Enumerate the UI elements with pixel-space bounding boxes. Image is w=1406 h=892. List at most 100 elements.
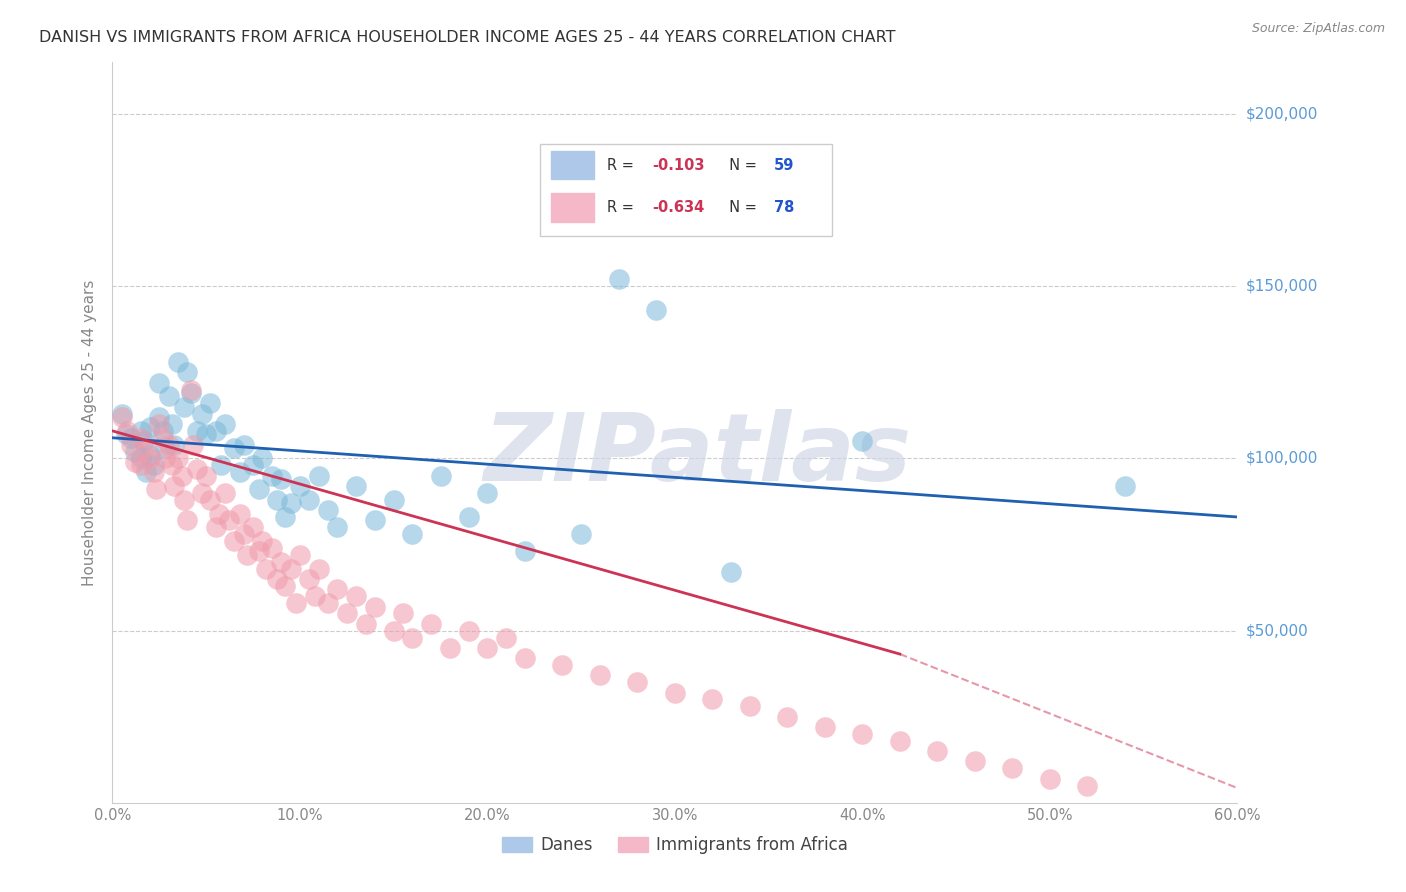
Text: R =: R = xyxy=(607,158,638,173)
Point xyxy=(145,483,167,497)
Point xyxy=(280,496,302,510)
Point xyxy=(288,479,311,493)
Point xyxy=(152,431,174,445)
Point xyxy=(664,685,686,699)
Text: ZIPatlas: ZIPatlas xyxy=(484,409,911,500)
Point xyxy=(513,651,536,665)
Point xyxy=(607,272,630,286)
Point xyxy=(163,438,186,452)
Point xyxy=(252,451,274,466)
Point xyxy=(181,438,204,452)
Point xyxy=(224,441,246,455)
Point xyxy=(124,444,146,458)
Point xyxy=(148,376,170,390)
Text: N =: N = xyxy=(720,200,762,215)
Text: R =: R = xyxy=(607,200,638,215)
Text: $50,000: $50,000 xyxy=(1246,624,1309,638)
Point xyxy=(270,555,292,569)
Point xyxy=(148,410,170,425)
Point xyxy=(326,582,349,597)
Point xyxy=(280,561,302,575)
Point xyxy=(298,572,321,586)
Point xyxy=(298,492,321,507)
Point xyxy=(162,417,184,431)
Point xyxy=(738,699,761,714)
Point xyxy=(242,520,264,534)
Point xyxy=(420,616,443,631)
Point xyxy=(851,727,873,741)
Point xyxy=(344,479,367,493)
Point xyxy=(569,527,592,541)
Text: Source: ZipAtlas.com: Source: ZipAtlas.com xyxy=(1251,22,1385,36)
Point xyxy=(401,527,423,541)
Point xyxy=(173,400,195,414)
Point xyxy=(153,451,176,466)
Point xyxy=(260,541,283,555)
Text: -0.103: -0.103 xyxy=(652,158,704,173)
Text: -0.634: -0.634 xyxy=(652,200,704,215)
Point xyxy=(702,692,724,706)
Point xyxy=(266,572,288,586)
Point xyxy=(316,596,339,610)
Point xyxy=(260,468,283,483)
Point xyxy=(247,483,270,497)
Point xyxy=(1114,479,1136,493)
Point xyxy=(195,468,218,483)
Point xyxy=(645,303,668,318)
Point xyxy=(152,424,174,438)
Point xyxy=(214,417,236,431)
Text: 59: 59 xyxy=(773,158,794,173)
Point xyxy=(204,424,226,438)
Point xyxy=(382,624,405,638)
Point xyxy=(139,451,162,466)
Text: DANISH VS IMMIGRANTS FROM AFRICA HOUSEHOLDER INCOME AGES 25 - 44 YEARS CORRELATI: DANISH VS IMMIGRANTS FROM AFRICA HOUSEHO… xyxy=(39,29,896,45)
Point xyxy=(364,513,387,527)
Point xyxy=(266,492,288,507)
Point xyxy=(129,431,152,445)
Point xyxy=(120,431,142,445)
Text: $150,000: $150,000 xyxy=(1246,279,1317,293)
Point xyxy=(135,465,157,479)
Text: $200,000: $200,000 xyxy=(1246,106,1317,121)
Point xyxy=(229,507,252,521)
Point xyxy=(851,434,873,449)
Point xyxy=(191,407,214,421)
Point xyxy=(270,472,292,486)
Point xyxy=(114,427,136,442)
Point xyxy=(139,420,162,434)
Point xyxy=(157,389,180,403)
Point xyxy=(111,410,134,425)
Point xyxy=(364,599,387,614)
Point xyxy=(186,462,208,476)
Point xyxy=(247,544,270,558)
Point xyxy=(224,534,246,549)
Point xyxy=(392,607,415,621)
Point xyxy=(382,492,405,507)
Point xyxy=(139,448,162,462)
Point xyxy=(208,507,231,521)
Legend: Danes, Immigrants from Africa: Danes, Immigrants from Africa xyxy=(495,830,855,861)
Point xyxy=(229,465,252,479)
Point xyxy=(170,468,193,483)
Point xyxy=(889,734,911,748)
Point xyxy=(129,424,152,438)
Point xyxy=(124,455,146,469)
Point xyxy=(439,640,461,655)
Point xyxy=(129,451,152,466)
Point xyxy=(167,355,190,369)
Point xyxy=(232,527,254,541)
Point xyxy=(142,465,165,479)
Text: N =: N = xyxy=(720,158,762,173)
Point xyxy=(209,458,232,473)
Point xyxy=(429,468,451,483)
Point xyxy=(163,479,186,493)
Point xyxy=(316,503,339,517)
Point xyxy=(195,427,218,442)
Point xyxy=(186,424,208,438)
Text: 78: 78 xyxy=(773,200,794,215)
Bar xyxy=(551,152,593,179)
Point xyxy=(344,589,367,603)
Point xyxy=(308,561,330,575)
Point xyxy=(153,441,176,455)
Point xyxy=(129,458,152,473)
